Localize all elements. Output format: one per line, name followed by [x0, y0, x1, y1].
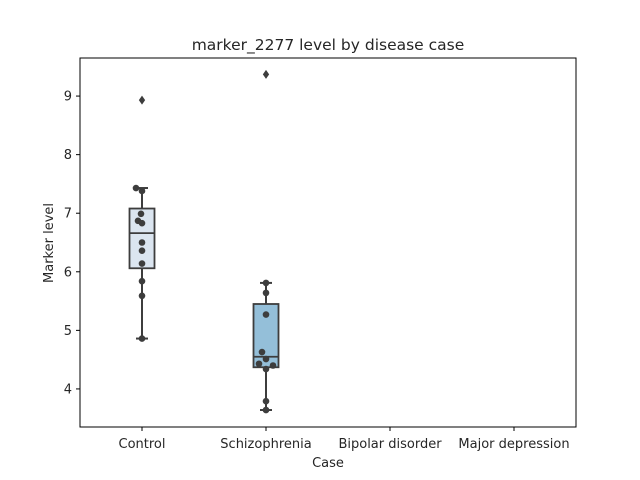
x-tick-label: Control — [119, 437, 166, 452]
data-point — [262, 289, 270, 297]
y-axis-label: Marker level — [42, 203, 57, 283]
data-point — [255, 360, 263, 368]
data-point — [137, 210, 145, 218]
x-axis-label: Case — [312, 456, 344, 471]
x-tick-label: Major depression — [458, 437, 569, 452]
data-point — [138, 247, 146, 254]
data-point — [132, 184, 140, 192]
data-point — [138, 239, 146, 246]
data-point — [138, 260, 146, 267]
x-tick-label: Bipolar disorder — [338, 437, 442, 452]
y-tick-label: 4 — [64, 382, 72, 397]
plot-area: 4 5 6 7 8 9 Control Schizophrenia Bipolar disord… — [64, 57, 577, 452]
x-tick-label: Schizophrenia — [220, 437, 311, 452]
chart-title: marker_2277 level by disease case — [192, 36, 465, 55]
data-point — [262, 355, 270, 363]
y-tick-label: 5 — [64, 324, 72, 339]
y-tick-label: 8 — [64, 148, 72, 163]
data-point — [262, 406, 270, 414]
y-tick-label: 6 — [64, 265, 72, 280]
data-point — [138, 187, 146, 195]
outlier-marker — [262, 69, 270, 79]
data-point — [138, 335, 146, 342]
axes-frame — [79, 57, 577, 428]
box-control — [128, 207, 156, 270]
data-point — [138, 277, 146, 285]
outlier-marker — [138, 95, 146, 105]
data-point — [138, 292, 146, 300]
data-point — [258, 348, 266, 356]
data-point — [138, 219, 146, 227]
data-point — [262, 365, 270, 373]
y-tick-label: 9 — [64, 90, 72, 105]
data-point — [269, 362, 277, 369]
data-point — [262, 397, 270, 405]
data-point — [262, 279, 270, 287]
y-tick-label: 7 — [64, 207, 72, 222]
data-point — [262, 311, 270, 318]
